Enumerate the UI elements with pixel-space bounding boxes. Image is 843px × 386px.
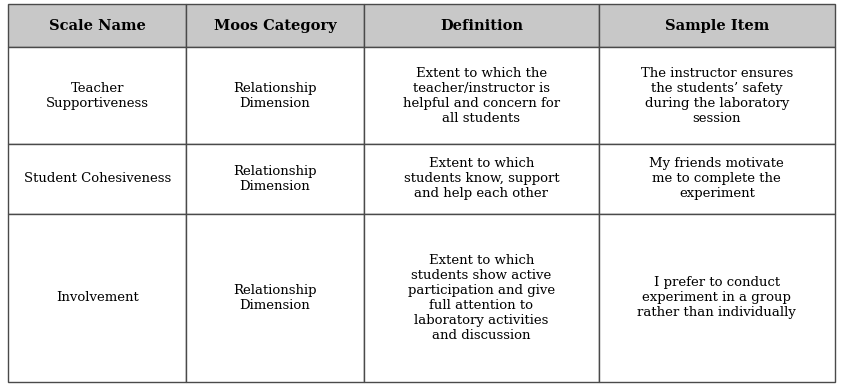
Bar (186, 144, 363, 214)
Bar (363, 47, 599, 144)
Text: Relationship
Dimension: Relationship Dimension (234, 284, 317, 312)
Bar (186, 214, 363, 382)
Bar (8, 144, 186, 214)
Text: Relationship
Dimension: Relationship Dimension (234, 81, 317, 110)
Text: Teacher
Supportiveness: Teacher Supportiveness (46, 81, 148, 110)
Bar (363, 4, 599, 47)
Text: I prefer to conduct
experiment in a group
rather than individually: I prefer to conduct experiment in a grou… (637, 276, 797, 320)
Bar (8, 47, 186, 144)
Bar (599, 144, 835, 214)
Bar (186, 47, 363, 144)
Text: Sample Item: Sample Item (665, 19, 769, 32)
Bar (186, 4, 363, 47)
Text: Extent to which the
teacher/instructor is
helpful and concern for
all students: Extent to which the teacher/instructor i… (403, 67, 560, 125)
Text: Extent to which
students show active
participation and give
full attention to
la: Extent to which students show active par… (408, 254, 555, 342)
Text: Extent to which
students know, support
and help each other: Extent to which students know, support a… (404, 157, 559, 200)
Bar (8, 4, 186, 47)
Text: My friends motivate
me to complete the
experiment: My friends motivate me to complete the e… (649, 157, 784, 200)
Bar (8, 214, 186, 382)
Text: Student Cohesiveness: Student Cohesiveness (24, 172, 171, 185)
Text: Moos Category: Moos Category (213, 19, 336, 32)
Bar (363, 144, 599, 214)
Bar (599, 4, 835, 47)
Text: Definition: Definition (440, 19, 523, 32)
Text: Involvement: Involvement (56, 291, 138, 305)
Bar (599, 214, 835, 382)
Text: Relationship
Dimension: Relationship Dimension (234, 165, 317, 193)
Text: Scale Name: Scale Name (49, 19, 146, 32)
Text: The instructor ensures
the students’ safety
during the laboratory
session: The instructor ensures the students’ saf… (641, 67, 793, 125)
Bar (599, 47, 835, 144)
Bar (363, 214, 599, 382)
